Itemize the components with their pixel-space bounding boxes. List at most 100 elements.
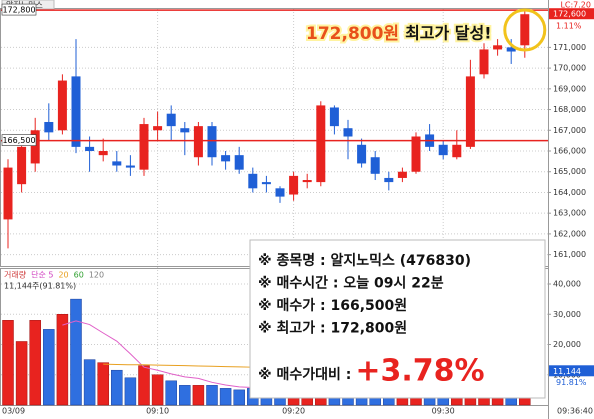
reference-label: 172,800 — [2, 6, 35, 15]
reference-label-box — [1, 3, 37, 16]
candle-body — [357, 144, 367, 164]
candle-body — [125, 165, 135, 168]
candle-body — [248, 173, 258, 189]
candle-body — [438, 144, 448, 156]
volume-bar — [151, 374, 164, 406]
candle-body — [520, 14, 530, 46]
volume-bar — [2, 320, 14, 406]
volume-bar — [219, 388, 232, 406]
y-tick-label: 165,000 — [553, 167, 586, 176]
candle-body — [44, 121, 54, 133]
legend-item: 60 — [74, 271, 84, 280]
volume-bar — [124, 377, 137, 406]
y-tick-label: 162,000 — [553, 229, 586, 238]
candle-body — [57, 80, 67, 131]
info-line: ※ 매수시간 : 오늘 09시 22분 — [258, 275, 444, 292]
candle-body — [316, 105, 326, 183]
candle-body — [221, 155, 231, 162]
highlight-circle — [503, 8, 547, 52]
current-price-box — [549, 8, 594, 20]
volume-bar — [192, 385, 205, 406]
y-tick-label: 163,000 — [553, 209, 586, 218]
info-change: +3.78% — [355, 354, 484, 389]
candle-body — [329, 107, 339, 127]
candle-body — [112, 161, 122, 166]
y-tick-label: 20,000 — [553, 340, 581, 349]
info-line: ※ 최고가 : 172,800원 — [258, 321, 407, 337]
y-tick-label: 171,000 — [553, 43, 586, 52]
candle-body — [275, 188, 285, 197]
candle-body — [71, 76, 81, 147]
candle-body — [98, 151, 108, 156]
y-tick-label: 40,000 — [553, 280, 581, 289]
candle-body — [506, 47, 516, 52]
current-change: 1.11% — [556, 22, 582, 31]
reference-label-box — [1, 134, 37, 146]
volume-bar — [15, 341, 28, 406]
volume-bar — [43, 329, 55, 406]
volume-bar — [206, 385, 218, 406]
x-tick-label: 09:10 — [146, 407, 169, 416]
info-box-frame — [249, 239, 546, 399]
info-line: ※ 매수가 : 166,500원 — [258, 298, 407, 314]
candle-body — [180, 128, 190, 133]
candle-body — [302, 180, 312, 183]
volume-bar — [111, 369, 123, 406]
candle-body — [207, 126, 217, 158]
legend-item: 120 — [89, 271, 104, 280]
current-volume-box — [549, 365, 594, 377]
candle-body — [261, 182, 271, 185]
volume-bar — [56, 314, 69, 406]
volume-bar — [97, 362, 109, 406]
current-volume-ratio: 91.81% — [556, 378, 587, 387]
x-tick-label: 09:30 — [432, 407, 455, 416]
current-volume-label: 11,144 — [553, 367, 581, 376]
reference-label: 166,500 — [2, 136, 35, 145]
candle-body — [289, 175, 299, 195]
volume-bar — [165, 380, 177, 406]
annotation-text: 최고가 달성! — [405, 24, 491, 43]
y-tick-label: 164,000 — [553, 188, 586, 197]
candle-body — [343, 128, 353, 137]
y-tick-label: 170,000 — [553, 64, 586, 73]
x-tick-label: 09:20 — [282, 407, 305, 416]
current-price-label: 172,600 — [553, 10, 586, 19]
candle-body — [370, 157, 380, 174]
x-tick-label: 03/09 — [2, 407, 25, 416]
y-tick-label: 169,000 — [553, 84, 586, 93]
volume-summary: 11,144주(91.81%) — [4, 282, 76, 291]
candle-body — [153, 126, 163, 131]
y-tick-label: 161,000 — [553, 250, 586, 259]
time-label: 09:36:40 — [557, 407, 593, 416]
candle-body — [397, 171, 407, 178]
annotation-price: 172,800원 — [306, 24, 399, 44]
volume-bar — [179, 385, 191, 406]
volume-bar — [70, 298, 82, 406]
lc-label: LC:7.20 — [560, 1, 591, 10]
candle-body — [411, 136, 421, 172]
info-change-label: ※ 매수가대비 : — [258, 367, 351, 383]
volume-bar — [29, 320, 41, 406]
candle-body — [139, 124, 149, 170]
candle-body — [85, 146, 95, 152]
y-tick-label: 30,000 — [553, 310, 581, 319]
volume-bar — [138, 365, 150, 406]
info-line: ※ 종목명 : 알지노믹스 (476830) — [258, 252, 471, 269]
legend-item: 20 — [58, 271, 68, 280]
candle-body — [479, 49, 489, 75]
volume-bar — [83, 359, 96, 406]
candle-body — [30, 130, 40, 164]
volume-bar — [233, 389, 245, 406]
y-tick-label: 168,000 — [553, 105, 586, 114]
candle-body — [17, 146, 27, 185]
y-tick-label: 167,000 — [553, 126, 586, 135]
candle-body — [493, 45, 503, 50]
candle-body — [384, 177, 394, 183]
y-tick-label: 166,000 — [553, 147, 586, 156]
candle-body — [3, 167, 13, 220]
candle-body — [193, 126, 203, 158]
candle-body — [166, 113, 176, 127]
candle-body — [452, 144, 462, 158]
info-box: ※ 종목명 : 알지노믹스 (476830) ※ 매수시간 : 오늘 09시 22… — [249, 239, 546, 399]
